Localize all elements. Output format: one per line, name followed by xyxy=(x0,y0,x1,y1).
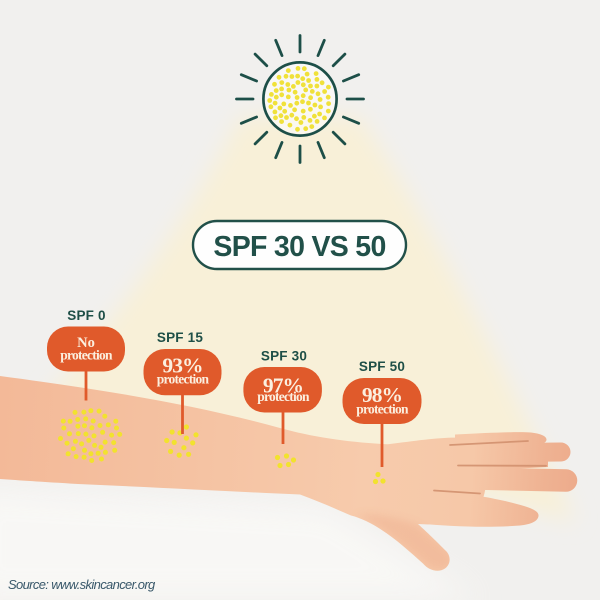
svg-text:SPF 0: SPF 0 xyxy=(67,308,106,323)
svg-text:No: No xyxy=(77,335,95,351)
svg-text:SPF 15: SPF 15 xyxy=(157,330,204,345)
svg-text:protection: protection xyxy=(356,402,409,417)
svg-text:SPF 30 VS 50: SPF 30 VS 50 xyxy=(213,231,385,263)
svg-text:protection: protection xyxy=(60,348,113,363)
svg-text:98%: 98% xyxy=(362,383,402,407)
svg-text:protection: protection xyxy=(157,371,210,386)
svg-text:SPF 50: SPF 50 xyxy=(359,359,405,374)
svg-text:SPF 30: SPF 30 xyxy=(261,349,307,364)
svg-text:protection: protection xyxy=(257,389,310,404)
svg-text:97%: 97% xyxy=(263,374,303,398)
svg-text:93%: 93% xyxy=(162,354,202,378)
svg-text:Source: www.skincancer.org: Source: www.skincancer.org xyxy=(8,577,156,592)
